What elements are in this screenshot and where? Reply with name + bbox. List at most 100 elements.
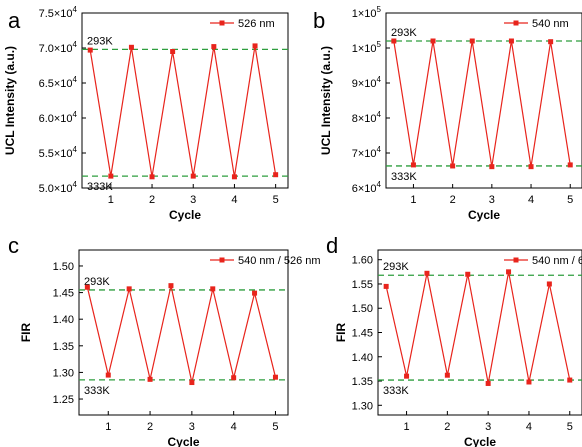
x-tick-label: 3 [489, 194, 495, 206]
data-point [567, 162, 573, 168]
y-tick-label: 1.50 [53, 261, 74, 273]
data-point [128, 44, 134, 50]
data-point [126, 286, 132, 292]
x-tick-label: 4 [231, 421, 237, 433]
y-tick-label: 1×105 [352, 40, 382, 55]
y-tick-label: 7.5×104 [39, 5, 78, 20]
data-point [87, 47, 93, 53]
data-point [231, 375, 237, 381]
x-axis-title: Cycle [468, 208, 500, 222]
x-tick-label: 2 [149, 194, 155, 206]
data-point [465, 271, 471, 277]
x-tick-label: 1 [108, 194, 114, 206]
x-tick-label: 4 [231, 194, 237, 206]
panel-letter: b [313, 8, 325, 33]
x-tick-label: 4 [528, 194, 534, 206]
x-tick-label: 3 [189, 421, 195, 433]
data-point [528, 164, 534, 170]
x-tick-label: 1 [410, 194, 416, 206]
data-point [252, 290, 258, 296]
y-tick-label: 1.60 [352, 255, 373, 267]
plot-frame [78, 249, 289, 416]
data-point [546, 281, 552, 287]
temperature-label: 293K [87, 35, 113, 47]
y-tick-label: 6.0×104 [39, 110, 78, 125]
y-tick-label: 1.35 [53, 341, 74, 353]
x-tick-label: 3 [485, 421, 491, 433]
data-point [189, 380, 195, 386]
data-point [231, 174, 237, 180]
y-tick-label: 1.50 [352, 303, 373, 315]
data-point [506, 269, 512, 275]
data-point [450, 163, 456, 169]
plot-frame [385, 12, 582, 189]
x-tick-label: 3 [190, 194, 196, 206]
y-tick-label: 5.5×104 [39, 145, 78, 160]
x-tick-label: 5 [567, 421, 573, 433]
data-point [383, 283, 389, 289]
data-point [526, 379, 532, 385]
y-tick-label: 1.35 [352, 376, 373, 388]
data-point [147, 376, 153, 382]
panel-letter: d [326, 233, 338, 258]
data-point [489, 164, 495, 170]
panel-d: d 1.30 1.35 1.40 1.45 1.50 1.55 1.60 1 2 3 4 5 Cycle F… [326, 233, 582, 447]
x-tick-label: 1 [105, 421, 111, 433]
x-axis-title: Cycle [464, 435, 496, 447]
x-tick-label: 4 [526, 421, 532, 433]
data-point [84, 284, 90, 290]
data-point [105, 372, 111, 378]
panel-letter: c [8, 233, 19, 258]
legend-label: 540 nm [532, 18, 569, 30]
y-tick-label: 5.0×104 [39, 180, 78, 195]
y-tick-label: 1.40 [53, 314, 74, 326]
y-tick-label: 1.30 [53, 367, 74, 379]
y-axis-title: FIR [334, 323, 348, 343]
data-point [444, 372, 450, 378]
series-line [393, 40, 571, 167]
legend-marker [513, 257, 519, 263]
data-point [149, 174, 155, 180]
data-point [170, 49, 176, 54]
y-axis-title: UCL Intensity (a.u.) [319, 46, 333, 155]
y-tick-label: 1.45 [352, 328, 373, 340]
y-tick-label: 9×104 [352, 75, 382, 90]
y-tick-label: 1.40 [352, 352, 373, 364]
legend-label: 526 nm [238, 18, 275, 30]
data-point [469, 38, 475, 44]
x-axis-title: Cycle [167, 435, 199, 447]
data-point [210, 286, 216, 292]
y-tick-label: 7×104 [352, 145, 382, 160]
data-point [424, 270, 430, 276]
x-tick-label: 2 [450, 194, 456, 206]
data-point [485, 380, 491, 386]
y-tick-label: 1.45 [53, 288, 74, 300]
temperature-label: 333K [87, 181, 113, 193]
series-line [385, 271, 571, 384]
y-tick-label: 1.55 [352, 279, 373, 291]
legend-marker [513, 20, 519, 26]
data-point [548, 39, 554, 45]
temperature-label: 333K [391, 171, 417, 183]
y-tick-label: 8×104 [352, 110, 382, 125]
x-tick-label: 1 [403, 421, 409, 433]
x-tick-label: 5 [273, 194, 279, 206]
data-point [252, 43, 258, 49]
data-point [108, 173, 114, 179]
data-point [567, 377, 573, 383]
data-point [508, 38, 514, 44]
legend-marker [219, 20, 225, 26]
data-point [404, 373, 410, 379]
legend-label: 540 nm / 526 nm [238, 255, 321, 267]
temperature-label: 293K [391, 27, 417, 39]
temperature-label: 333K [383, 385, 409, 397]
panel-c: c 1.25 1.30 1.35 1.40 1.45 1.50 1 2 3 4 5 Cycle FIR 29… [8, 233, 321, 447]
temperature-label: 293K [383, 261, 409, 273]
temperature-label: 293K [84, 276, 110, 288]
y-tick-label: 6×104 [352, 180, 382, 195]
legend-marker [219, 257, 225, 263]
data-point [430, 38, 436, 44]
data-point [168, 283, 174, 289]
panel-b: b 6×104 7×104 8×104 9×104 1×105 1×105 1 2 3 4 5 Cycl… [313, 5, 582, 222]
